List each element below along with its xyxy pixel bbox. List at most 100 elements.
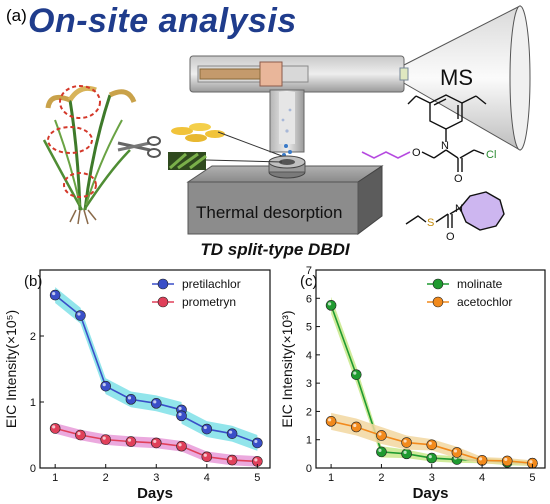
y-tick-label: 2	[30, 331, 36, 343]
data-point	[350, 421, 362, 433]
data-point-highlight	[77, 312, 81, 316]
x-tick-label: 1	[52, 472, 58, 484]
y-tick-label: 2	[306, 406, 312, 418]
panel-a-label: (a)	[6, 6, 27, 25]
atom-label: Cl	[486, 149, 496, 161]
x-tick-label: 1	[328, 472, 334, 484]
data-point-highlight	[353, 423, 357, 428]
legend-marker	[432, 278, 444, 290]
atom-label: O	[454, 173, 463, 185]
data-point-highlight	[327, 302, 332, 306]
data-point	[226, 454, 238, 466]
y-tick-label: 1	[30, 397, 36, 409]
charts-area: 1 2 3 4 5 0 1 2 (b) Days EIC Intensity(×10⁵) pretil…	[3, 265, 546, 502]
grain-samples	[171, 123, 225, 142]
x-tick-label: 3	[153, 472, 159, 484]
data-point	[426, 439, 438, 451]
x-axis-label: Days	[413, 485, 449, 502]
atom-label: O	[412, 147, 421, 159]
x-tick-label: 2	[103, 472, 109, 484]
molecule-structure-1	[361, 94, 487, 172]
thermal-desorption-box: Thermal desorption	[186, 155, 384, 235]
data-point	[49, 423, 61, 434]
legend-marker	[432, 296, 444, 308]
data-point-highlight	[478, 457, 483, 461]
data-point-highlight	[403, 439, 407, 443]
data-point-highlight	[102, 436, 106, 440]
plot-frame	[315, 269, 546, 469]
data-point	[401, 448, 412, 460]
data-point	[401, 437, 412, 448]
data-point-highlight	[327, 418, 332, 422]
data-point	[125, 394, 137, 405]
panel-label: (c)	[300, 273, 318, 290]
x-tick-label: 3	[429, 472, 435, 484]
data-point	[451, 447, 463, 458]
y-tick-label: 7	[306, 265, 312, 277]
data-point-highlight	[378, 448, 382, 452]
data-point-highlight	[153, 400, 157, 404]
data-point-highlight	[178, 406, 182, 411]
data-point	[252, 437, 263, 449]
data-point	[376, 446, 387, 458]
data-point	[176, 410, 187, 422]
data-point-highlight	[254, 439, 258, 444]
legend-marker	[157, 296, 169, 308]
data-point-highlight	[77, 431, 81, 436]
data-point	[150, 398, 162, 409]
data-point-highlight	[52, 425, 56, 429]
scissors-icon	[117, 136, 161, 158]
data-point	[75, 310, 86, 321]
atom-label: S	[427, 217, 434, 229]
data-point-highlight	[178, 412, 182, 416]
data-point	[100, 434, 112, 445]
data-point-highlight	[378, 432, 382, 436]
atom-label: N	[441, 140, 449, 152]
data-point-highlight	[428, 441, 432, 445]
error-band	[331, 412, 533, 467]
x-tick-label: 4	[479, 472, 485, 484]
data-point-highlight	[52, 291, 56, 296]
series-line	[54, 294, 258, 444]
data-point	[426, 452, 438, 464]
data-point	[501, 455, 513, 467]
data-point-highlight	[178, 443, 182, 447]
instrument-subtitle: TD split-type DBDI	[200, 240, 350, 259]
data-point	[376, 430, 387, 441]
atom-label: O	[446, 231, 455, 243]
data-point-highlight	[203, 453, 207, 457]
data-point	[100, 380, 112, 392]
data-point	[325, 416, 337, 427]
x-tick-label: 5	[254, 472, 260, 484]
data-point	[75, 429, 86, 441]
data-point	[476, 455, 488, 466]
data-point-highlight	[153, 439, 157, 444]
data-point-highlight	[453, 449, 458, 453]
error-band	[55, 287, 258, 451]
chart-panel: 1 2 3 4 5 0 1 2 (b) Days EIC Intensity(×10⁵) pretil…	[3, 269, 271, 502]
panel-label: (b)	[24, 273, 42, 290]
chart-panel: 1 2 3 4 5 0 1 2 3 4 5 6 7(c) Days EIC Intensity(×10³) m…	[279, 265, 546, 502]
legend-label: acetochlor	[457, 295, 512, 309]
ms-label: MS	[440, 65, 473, 90]
x-tick-label: 2	[378, 472, 384, 484]
thermal-desorption-label: Thermal desorption	[196, 203, 342, 222]
data-point-highlight	[428, 455, 432, 459]
y-tick-label: 6	[306, 293, 312, 305]
y-axis-label: EIC Intensity(×10³)	[279, 310, 295, 427]
legend-marker	[157, 278, 169, 290]
data-point	[201, 423, 213, 435]
data-point-highlight	[127, 396, 132, 400]
legend-label: prometryn	[182, 295, 236, 309]
x-tick-label: 5	[529, 472, 535, 484]
y-tick-label: 0	[30, 463, 36, 475]
plot-frame	[39, 269, 271, 469]
rice-plant-illustration	[42, 85, 137, 225]
data-point-highlight	[504, 457, 508, 462]
data-point	[226, 428, 238, 439]
data-point	[49, 289, 61, 301]
main-title: On-site analysis	[28, 2, 297, 40]
atom-label: N	[455, 203, 463, 215]
sample-pointer-line	[217, 131, 283, 157]
